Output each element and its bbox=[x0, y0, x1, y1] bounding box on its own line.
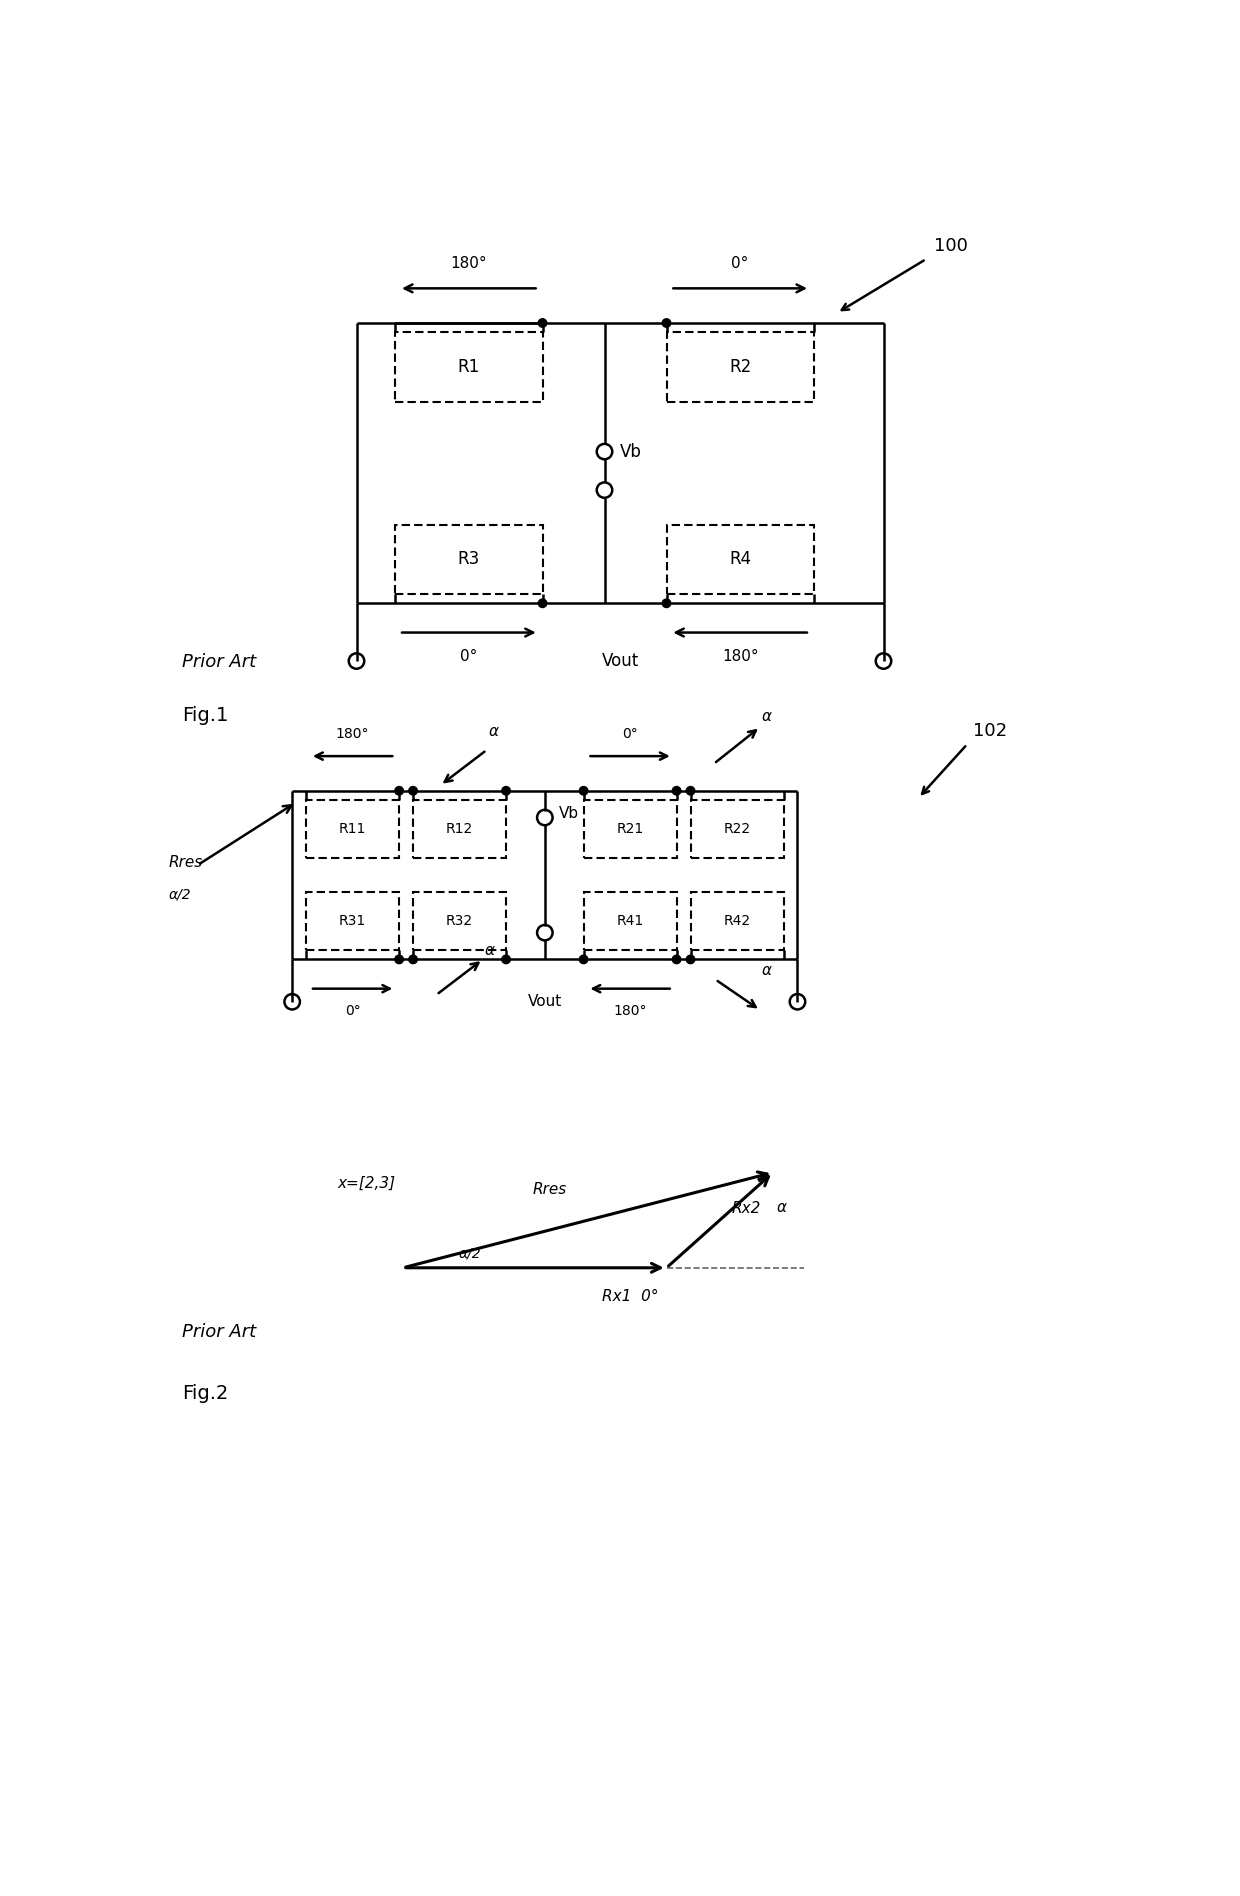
Text: 180°: 180° bbox=[614, 1005, 647, 1018]
Bar bbox=[691, 800, 784, 857]
Text: R21: R21 bbox=[616, 821, 644, 836]
Text: 180°: 180° bbox=[336, 726, 370, 741]
Text: R12: R12 bbox=[446, 821, 474, 836]
Text: Rres: Rres bbox=[169, 855, 203, 870]
Text: Vout: Vout bbox=[528, 994, 562, 1009]
Text: R22: R22 bbox=[723, 821, 750, 836]
Text: Rx1  0°: Rx1 0° bbox=[603, 1289, 658, 1304]
Circle shape bbox=[686, 787, 694, 794]
Bar bbox=[413, 893, 506, 950]
Circle shape bbox=[394, 787, 403, 794]
Text: R2: R2 bbox=[729, 358, 751, 375]
Circle shape bbox=[579, 787, 588, 794]
Text: Fig.2: Fig.2 bbox=[182, 1384, 228, 1403]
Text: α: α bbox=[761, 709, 771, 724]
Text: Vb: Vb bbox=[620, 442, 642, 461]
Circle shape bbox=[409, 956, 418, 963]
Text: Prior Art: Prior Art bbox=[182, 1323, 257, 1340]
Text: Vout: Vout bbox=[601, 652, 639, 669]
Text: 100: 100 bbox=[934, 237, 967, 256]
Bar bbox=[306, 800, 399, 857]
Text: Vb: Vb bbox=[559, 806, 579, 821]
Text: Rres: Rres bbox=[532, 1181, 567, 1196]
Text: R42: R42 bbox=[723, 914, 750, 929]
Text: R31: R31 bbox=[339, 914, 366, 929]
Text: 0°: 0° bbox=[460, 650, 477, 664]
Bar bbox=[396, 525, 543, 593]
Text: 0°: 0° bbox=[345, 1005, 361, 1018]
Text: Rx2: Rx2 bbox=[732, 1202, 761, 1215]
Bar bbox=[667, 525, 813, 593]
Text: R1: R1 bbox=[458, 358, 480, 375]
Text: R32: R32 bbox=[446, 914, 474, 929]
Circle shape bbox=[686, 956, 694, 963]
Text: x=[2,3]: x=[2,3] bbox=[337, 1176, 396, 1191]
Circle shape bbox=[672, 956, 681, 963]
Bar bbox=[667, 332, 813, 402]
Text: α: α bbox=[489, 724, 498, 739]
Bar bbox=[413, 800, 506, 857]
Text: R11: R11 bbox=[339, 821, 366, 836]
Text: 102: 102 bbox=[972, 722, 1007, 741]
Text: α: α bbox=[761, 963, 771, 978]
Circle shape bbox=[409, 787, 418, 794]
Circle shape bbox=[662, 319, 671, 328]
Bar bbox=[584, 800, 677, 857]
Text: Fig.1: Fig.1 bbox=[182, 705, 228, 724]
Text: Prior Art: Prior Art bbox=[182, 654, 257, 671]
Bar bbox=[584, 893, 677, 950]
Text: R41: R41 bbox=[616, 914, 644, 929]
Text: α/2: α/2 bbox=[169, 887, 191, 901]
Text: R3: R3 bbox=[458, 550, 480, 569]
Text: R4: R4 bbox=[729, 550, 751, 569]
Text: 180°: 180° bbox=[450, 256, 487, 271]
Text: α/2: α/2 bbox=[459, 1246, 481, 1261]
Circle shape bbox=[579, 956, 588, 963]
Text: α: α bbox=[777, 1200, 787, 1215]
Circle shape bbox=[502, 787, 511, 794]
Circle shape bbox=[672, 787, 681, 794]
Text: α: α bbox=[485, 942, 495, 957]
Circle shape bbox=[538, 319, 547, 328]
Circle shape bbox=[394, 956, 403, 963]
Circle shape bbox=[538, 599, 547, 607]
Text: 0°: 0° bbox=[732, 256, 749, 271]
Bar bbox=[691, 893, 784, 950]
Circle shape bbox=[502, 956, 511, 963]
Circle shape bbox=[662, 599, 671, 607]
Bar bbox=[306, 893, 399, 950]
Text: 0°: 0° bbox=[622, 726, 637, 741]
Bar bbox=[396, 332, 543, 402]
Text: 180°: 180° bbox=[722, 650, 759, 664]
